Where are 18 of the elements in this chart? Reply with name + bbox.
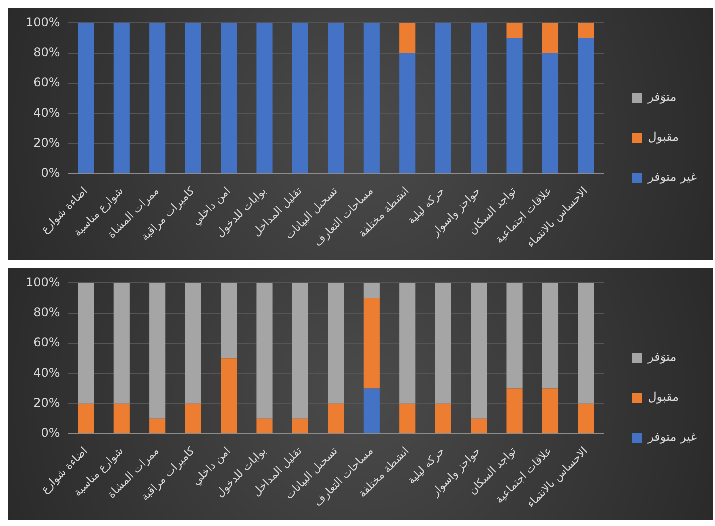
y-tick-label: 0% bbox=[41, 426, 60, 440]
legend-label: مقبول bbox=[648, 130, 680, 144]
y-tick-label: 80% bbox=[34, 45, 60, 60]
legend-label: مقبول bbox=[648, 390, 680, 404]
y-tick-label: 60% bbox=[34, 336, 60, 350]
y-tick-label: 40% bbox=[34, 366, 60, 380]
y-tick-label: 40% bbox=[34, 106, 60, 120]
legend-label: متوَفر bbox=[647, 90, 677, 104]
y-tick-label: 100% bbox=[26, 15, 60, 30]
legend-label: متوَفر bbox=[647, 350, 677, 364]
y-tick-label: 0% bbox=[41, 166, 60, 180]
y-tick-label: 60% bbox=[34, 76, 60, 90]
y-tick-label: 80% bbox=[34, 305, 60, 320]
legend-label: غير متوفر bbox=[647, 170, 697, 184]
y-tick-label: 20% bbox=[34, 136, 60, 150]
legend-label: غير متوفر bbox=[647, 430, 697, 444]
y-tick-label: 20% bbox=[34, 396, 60, 410]
y-tick-label: 100% bbox=[26, 275, 60, 290]
